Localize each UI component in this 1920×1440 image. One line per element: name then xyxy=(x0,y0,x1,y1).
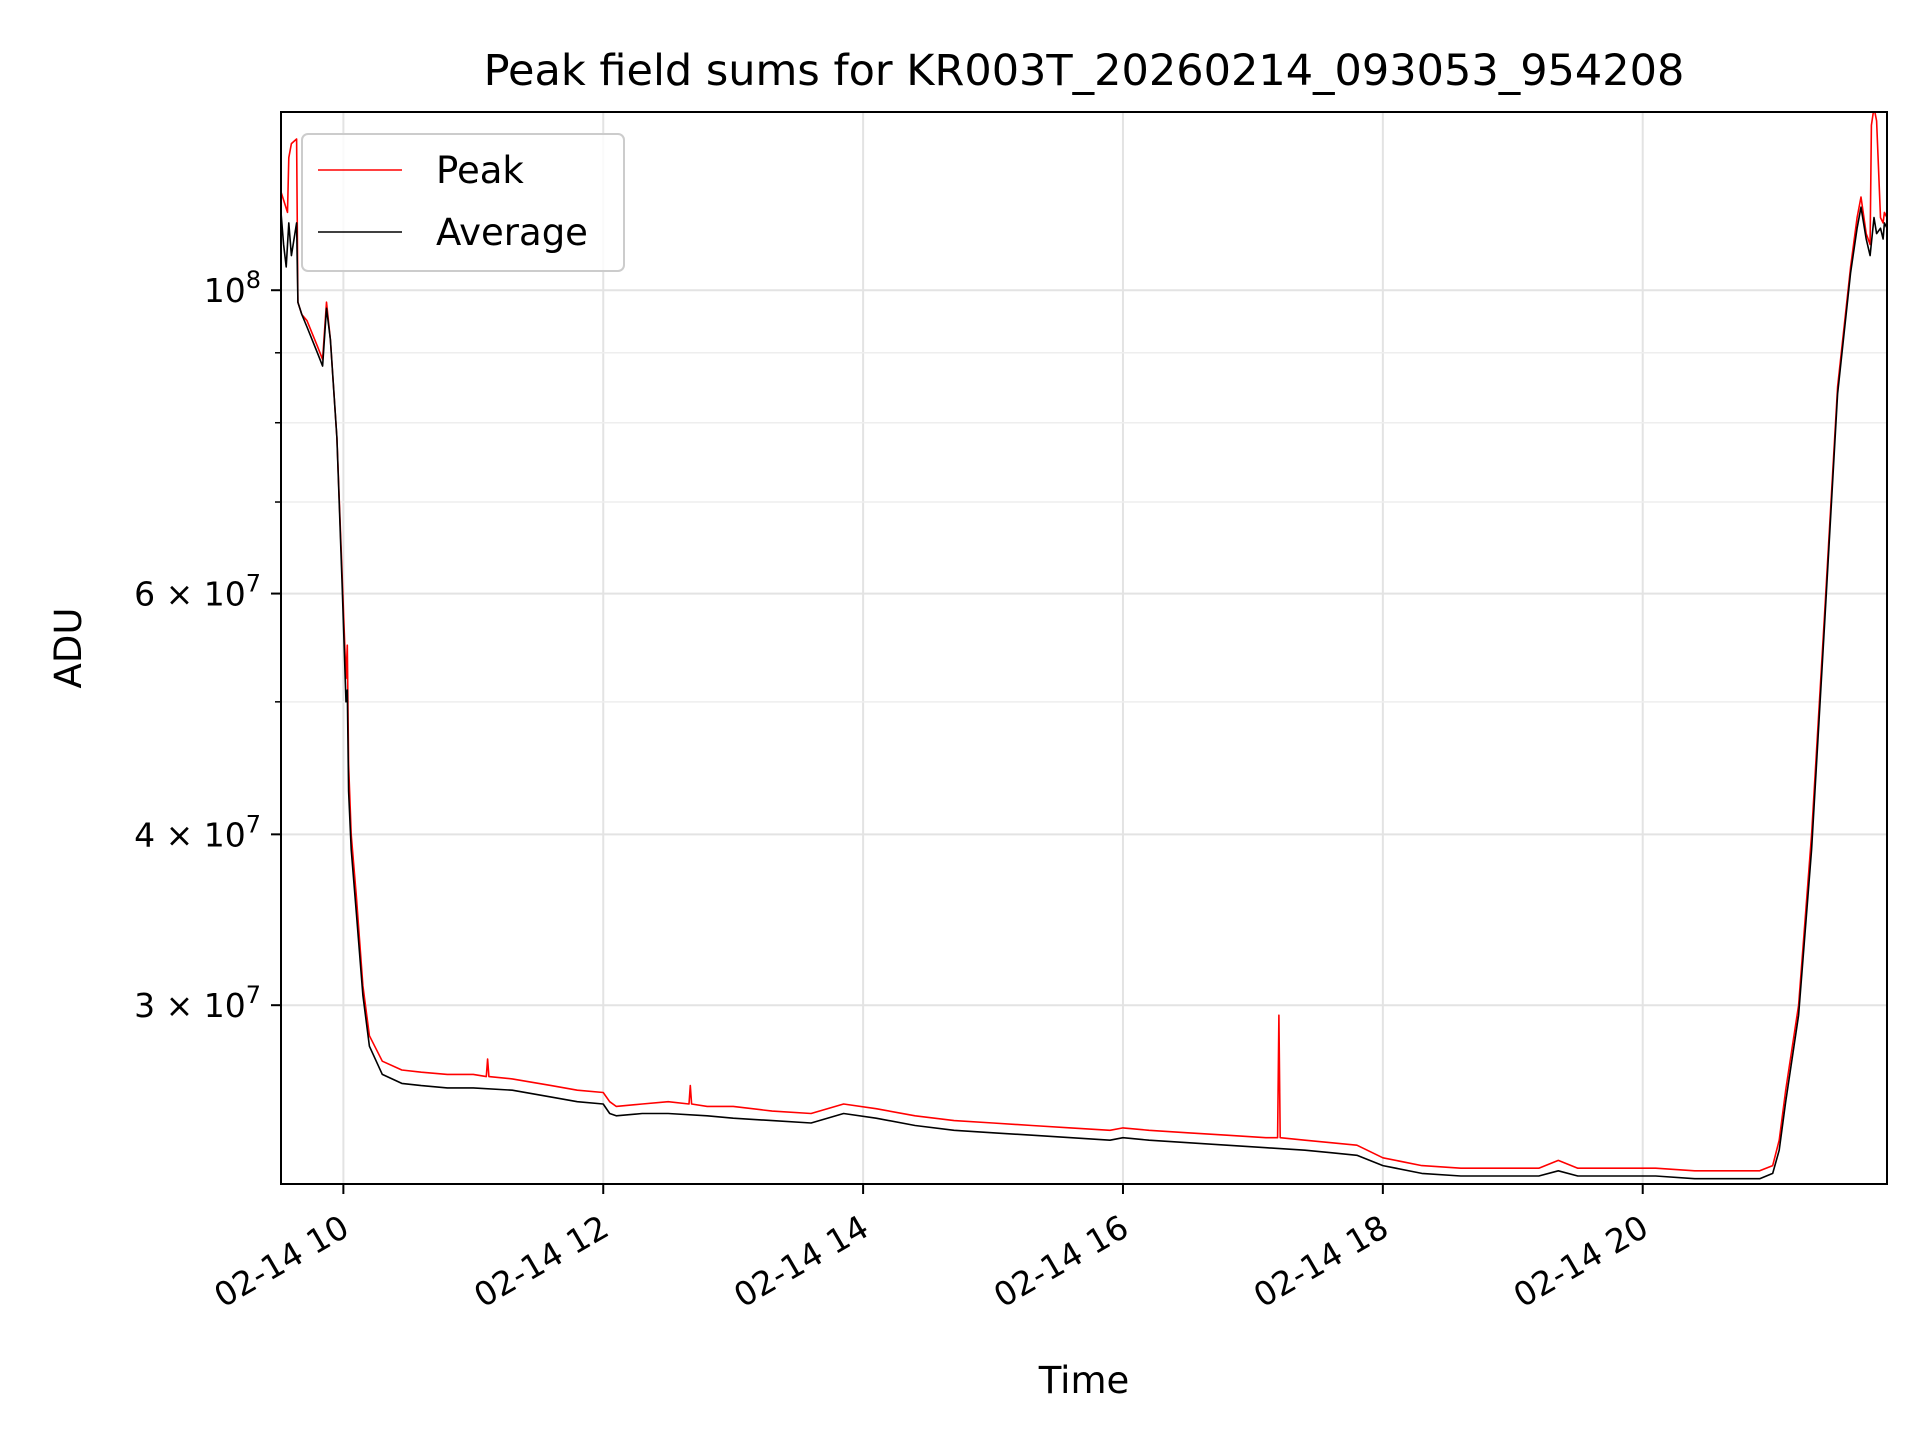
y-tick-mantissa: 6 xyxy=(134,575,155,614)
grid xyxy=(281,112,1887,1184)
x-axis-label: Time xyxy=(1038,1359,1130,1402)
legend: Peak Average xyxy=(301,133,625,272)
y-tick-times: × 10 xyxy=(155,575,246,614)
y-tick-exponent: 7 xyxy=(246,810,261,838)
y-tick-label: 4 × 107 xyxy=(134,810,261,854)
chart-title: Peak field sums for KR003T_20260214_0930… xyxy=(484,46,1685,96)
y-tick-exponent: 7 xyxy=(246,570,261,598)
y-tick-label: 6 × 107 xyxy=(134,570,261,614)
y-tick-label: 108 xyxy=(204,266,261,310)
y-tick-times: × 10 xyxy=(155,986,246,1025)
plot-frame xyxy=(280,111,1888,1185)
legend-label-peak: Peak xyxy=(436,149,524,192)
plot-area xyxy=(281,112,1887,1184)
series-line-average xyxy=(281,206,1887,1180)
legend-label-average: Average xyxy=(436,211,588,254)
y-tick-mantissa: 3 xyxy=(134,986,155,1025)
y-tick-exponent: 7 xyxy=(246,981,261,1009)
y-tick-label: 3 × 107 xyxy=(134,981,261,1025)
y-tick-times: × 10 xyxy=(155,815,246,854)
y-tick-mantissa: 4 xyxy=(134,815,155,854)
legend-box xyxy=(301,133,625,272)
y-axis-label: ADU xyxy=(47,608,90,689)
y-tick-base: 10 xyxy=(204,271,246,310)
y-tick-exponent: 8 xyxy=(246,266,261,294)
series-layer xyxy=(281,112,1887,1180)
